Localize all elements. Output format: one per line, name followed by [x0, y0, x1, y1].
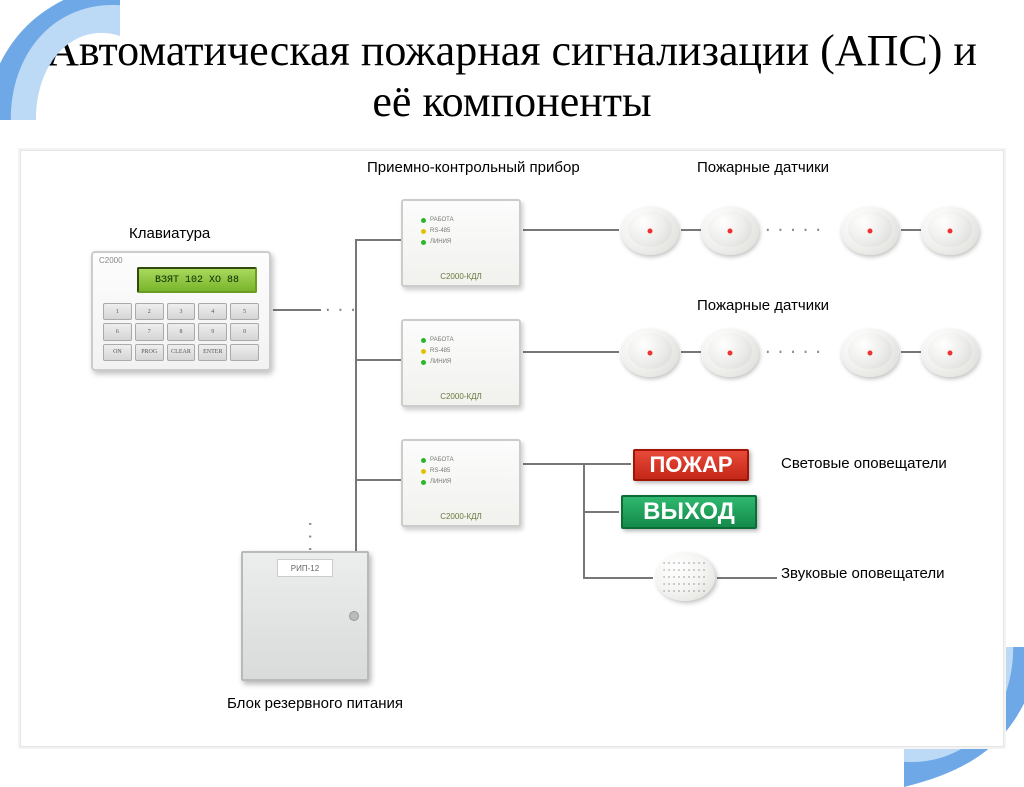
- smoke-detector-icon: [841, 207, 899, 255]
- wire: [523, 229, 619, 231]
- smoke-detector-icon: [841, 329, 899, 377]
- control-model: С2000-КДЛ: [403, 392, 519, 401]
- control-model: С2000-КДЛ: [403, 512, 519, 521]
- led-label: ЛИНИЯ: [430, 359, 451, 365]
- lock-icon: [349, 611, 359, 621]
- wire: [355, 239, 401, 241]
- smoke-detector-icon: [621, 329, 679, 377]
- smoke-detector-icon: [621, 207, 679, 255]
- smoke-detector-icon: [921, 207, 979, 255]
- label-light-annunciators: Световые оповещатели: [781, 455, 947, 472]
- dots-icon: ···: [323, 301, 361, 319]
- psu-model: РИП-12: [277, 559, 333, 577]
- dots-icon: ·····: [763, 221, 826, 239]
- led-label: RS-485: [430, 228, 450, 234]
- led-label: РАБОТА: [430, 457, 454, 463]
- wire: [901, 229, 921, 231]
- smoke-detector-icon: [921, 329, 979, 377]
- smoke-detector-icon: [701, 207, 759, 255]
- control-model: С2000-КДЛ: [403, 272, 519, 281]
- wire: [583, 463, 585, 579]
- label-sound-annunciators: Звуковые оповещатели: [781, 565, 945, 582]
- keyboard-keygrid: 12345 67890 ONPROGCLEARENTER: [103, 303, 259, 361]
- wire: [523, 351, 619, 353]
- keyboard-panel: C2000 ВЗЯТ 102 ХО 88 12345 67890 ONPROGC…: [91, 251, 271, 371]
- label-keyboard: Клавиатура: [129, 225, 210, 242]
- page-title: Автоматическая пожарная сигнализации (АП…: [0, 0, 1024, 137]
- exit-sign-icon: ВЫХОД: [621, 495, 757, 529]
- wire: [273, 309, 321, 311]
- wire: [355, 479, 401, 481]
- fire-sign-icon: ПОЖАР: [633, 449, 749, 481]
- led-label: RS-485: [430, 348, 450, 354]
- power-supply-unit: РИП-12: [241, 551, 369, 681]
- label-psu: Блок резервного питания: [227, 695, 403, 712]
- wire: [717, 577, 777, 579]
- control-device-3: РАБОТА RS-485 ЛИНИЯ С2000-КДЛ: [401, 439, 521, 527]
- control-device-1: РАБОТА RS-485 ЛИНИЯ С2000-КДЛ: [401, 199, 521, 287]
- label-control-device: Приемно-контрольный прибор: [367, 159, 580, 176]
- wire: [583, 511, 619, 513]
- diagram-canvas: Клавиатура Приемно-контрольный прибор По…: [20, 150, 1004, 747]
- keyboard-brand: C2000: [99, 256, 123, 265]
- led-label: РАБОТА: [430, 217, 454, 223]
- wire: [355, 359, 401, 361]
- wire: [523, 463, 583, 465]
- smoke-detector-icon: [701, 329, 759, 377]
- led-label: ЛИНИЯ: [430, 479, 451, 485]
- label-detectors-2: Пожарные датчики: [697, 297, 829, 314]
- keyboard-lcd: ВЗЯТ 102 ХО 88: [137, 267, 257, 293]
- control-device-2: РАБОТА RS-485 ЛИНИЯ С2000-КДЛ: [401, 319, 521, 407]
- sounder-icon: [655, 553, 715, 601]
- wire: [901, 351, 921, 353]
- led-label: RS-485: [430, 468, 450, 474]
- led-label: РАБОТА: [430, 337, 454, 343]
- wire: [583, 463, 631, 465]
- dots-icon: ·····: [763, 343, 826, 361]
- wire: [681, 351, 701, 353]
- wire: [681, 229, 701, 231]
- label-detectors-1: Пожарные датчики: [697, 159, 829, 176]
- led-label: ЛИНИЯ: [430, 239, 451, 245]
- wire: [583, 577, 653, 579]
